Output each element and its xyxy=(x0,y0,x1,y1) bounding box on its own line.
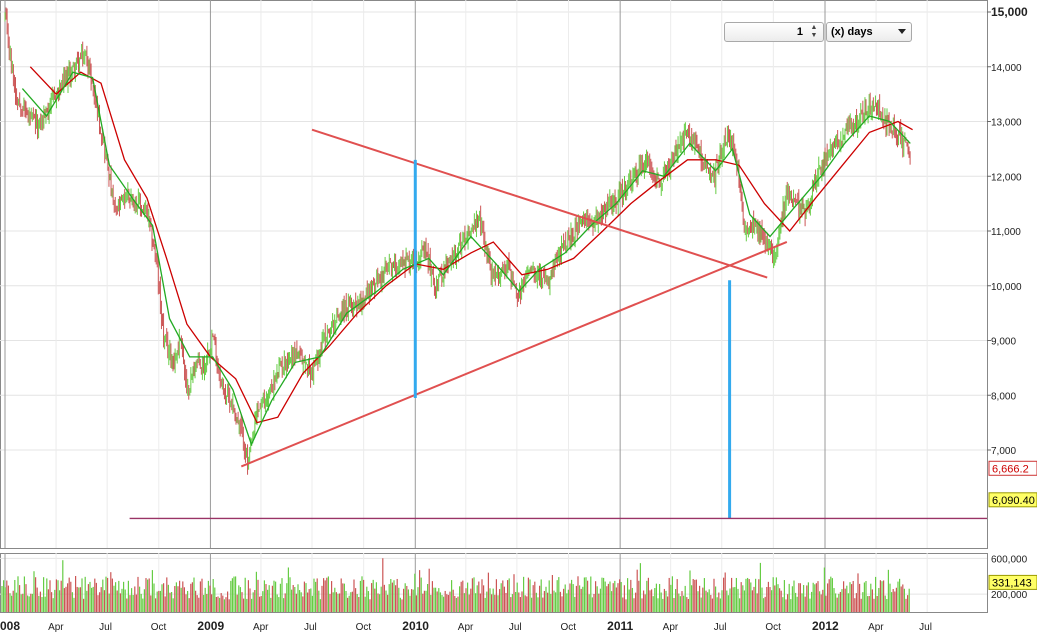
volume-panel-frame xyxy=(0,553,988,613)
x-tick-label: Oct xyxy=(151,622,167,633)
axes: 008 Apr Jul Oct 2009 Apr Jul Oct 2010 Apr Jul Oct 20… xyxy=(0,5,1037,633)
y-tick-label: 13,000 xyxy=(991,118,1022,129)
y-tick-label: 15,000 xyxy=(991,5,1028,19)
period-value: 1 xyxy=(796,26,803,38)
x-tick-label: Apr xyxy=(663,622,679,633)
x-tick-label: Apr xyxy=(48,622,64,633)
y-tick-label: 14,000 xyxy=(991,63,1022,74)
y-tick-label: 9,000 xyxy=(991,337,1016,348)
period-unit-select[interactable]: (x) days xyxy=(826,22,912,42)
chevron-down-icon xyxy=(898,29,906,34)
x-tick-label: Jul xyxy=(99,622,112,633)
x-tick-label: Oct xyxy=(356,622,372,633)
last-volume-label: 331,143 xyxy=(992,577,1032,589)
lower-trendline xyxy=(240,241,788,468)
period-input[interactable]: 1 ▲ ▼ xyxy=(724,22,824,42)
x-tick-label: Apr xyxy=(868,622,884,633)
ma-long-line xyxy=(29,66,913,424)
x-tick-label: Jul xyxy=(304,622,317,633)
y-tick-label: 8,000 xyxy=(991,391,1016,402)
period-unit-label: (x) days xyxy=(831,26,873,38)
x-tick-label: 008 xyxy=(0,619,20,633)
x-tick-label: 2010 xyxy=(402,619,429,633)
last-price-label-box xyxy=(988,460,1037,476)
x-tick-label: Apr xyxy=(458,622,474,633)
ma-last-label-box xyxy=(988,492,1037,508)
price-panel-frame xyxy=(0,0,988,549)
y-tick-label: 7,000 xyxy=(991,446,1016,457)
x-tick-label: Jul xyxy=(919,622,932,633)
y-tick-label: 12,000 xyxy=(991,172,1022,183)
last-volume-label-box xyxy=(988,574,1037,590)
x-tick-label: 2011 xyxy=(607,619,633,633)
x-tick-label: Apr xyxy=(253,622,269,633)
x-tick-label: Jul xyxy=(714,622,727,633)
x-tick-label: Jul xyxy=(509,622,522,633)
volume-tick-label: 200,000 xyxy=(991,590,1028,601)
ma-short-line xyxy=(21,71,911,447)
upper-trendline xyxy=(311,128,768,279)
y-tick-label: 11,000 xyxy=(991,227,1021,238)
x-tick-label: Oct xyxy=(765,622,781,633)
stepper-icon[interactable]: ▲ ▼ xyxy=(810,24,818,39)
last-price-label: 6,666.2 xyxy=(992,463,1029,475)
annotations xyxy=(129,128,987,520)
x-tick-label: 2012 xyxy=(812,619,839,633)
volume-bars xyxy=(1,558,910,612)
volume-tick-label: 600,000 xyxy=(991,554,1028,565)
ma-last-label: 6,090.40 xyxy=(992,495,1035,507)
x-tick-label: 2009 xyxy=(197,619,224,633)
y-tick-label: 10,000 xyxy=(991,282,1022,293)
x-tick-label: Oct xyxy=(561,622,577,633)
